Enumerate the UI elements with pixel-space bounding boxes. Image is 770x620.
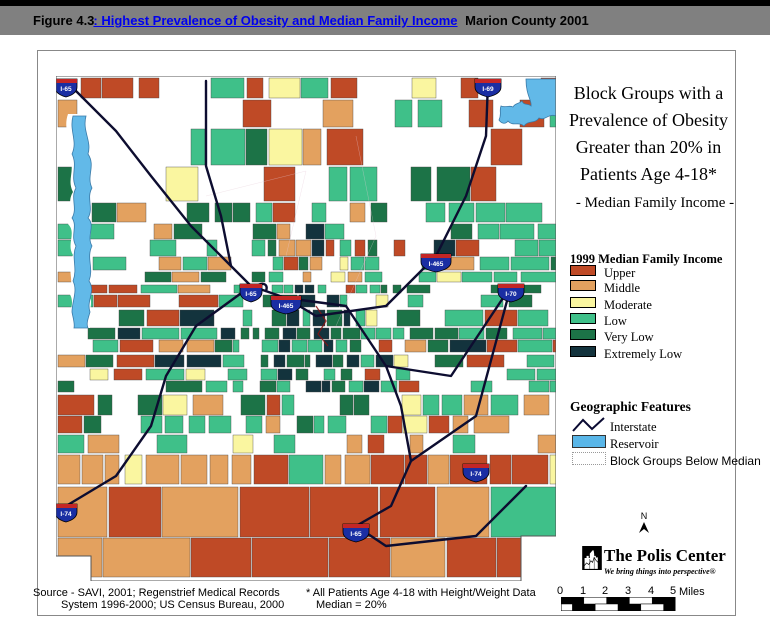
svg-text:I-74: I-74 bbox=[470, 471, 482, 478]
svg-text:I-69: I-69 bbox=[482, 86, 494, 93]
svg-text:I-70: I-70 bbox=[505, 291, 517, 298]
svg-text:I-65: I-65 bbox=[60, 86, 72, 93]
svg-text:N: N bbox=[641, 511, 648, 521]
svg-text:I-465: I-465 bbox=[279, 303, 294, 310]
svg-text:I-65: I-65 bbox=[245, 291, 257, 298]
svg-text:I-465: I-465 bbox=[429, 261, 444, 268]
svg-text:I-74: I-74 bbox=[60, 511, 72, 518]
svg-text:I-65: I-65 bbox=[350, 531, 362, 538]
